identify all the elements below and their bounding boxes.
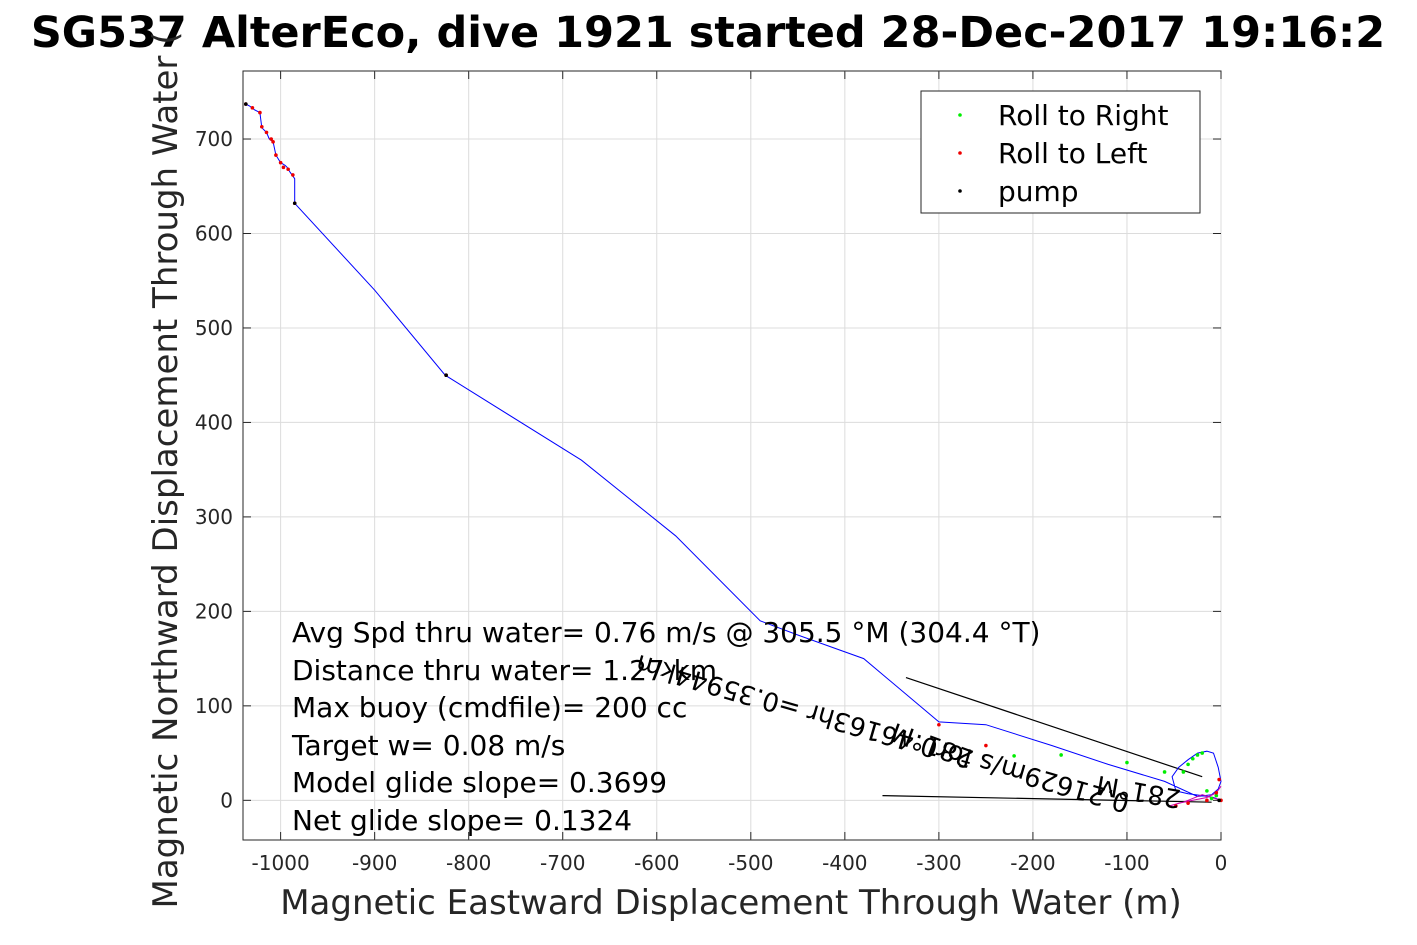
annotations: Avg Spd thru water= 0.76 m/s @ 305.5 °M …: [291, 616, 1040, 837]
marker-roll-to-right: [1059, 753, 1063, 757]
marker-roll-to-right: [1181, 770, 1186, 774]
legend-label-roll-right: Roll to Right: [998, 99, 1169, 132]
legend: Roll to Right Roll to Left pump: [920, 90, 1201, 214]
marker-roll-to-right: [1200, 751, 1204, 755]
x-tick-label: -100: [1104, 851, 1149, 875]
marker-pump: [292, 201, 297, 206]
marker-roll-to-left: [286, 167, 290, 172]
marker-roll-to-right: [1190, 756, 1195, 761]
marker-roll-to-left: [1186, 801, 1190, 805]
x-tick-label: -400: [822, 851, 867, 875]
x-tick-label: 0: [1215, 851, 1228, 875]
legend-box: [920, 90, 1201, 214]
reference-lines: [882, 676, 1212, 803]
y-tick-label: 200: [195, 599, 233, 623]
marker-roll-to-left: [274, 153, 278, 157]
y-tick-label: 400: [195, 410, 233, 434]
y-tick-label: 100: [195, 694, 233, 718]
y-tick-label: 300: [195, 505, 233, 529]
annotation-model-glide: Model glide slope= 0.3699: [292, 766, 667, 799]
x-tick-label: -1000: [252, 851, 310, 875]
marker-roll-to-left: [271, 140, 275, 144]
marker-roll-to-left: [269, 137, 274, 141]
marker-roll-to-right: [1195, 753, 1200, 757]
x-tick-label: -900: [352, 851, 397, 875]
marker-roll-to-left: [264, 130, 269, 135]
legend-marker-roll-left: [958, 151, 962, 155]
y-tick-label: 0: [220, 788, 233, 812]
x-tick-label: -500: [728, 851, 773, 875]
legend-label-roll-left: Roll to Left: [998, 137, 1147, 170]
marker-roll-to-left: [984, 743, 988, 748]
reference-line: [882, 794, 1212, 803]
marker-roll-to-right: [1214, 793, 1219, 798]
marker-roll-to-right: [1205, 789, 1209, 793]
marker-roll-to-right: [1012, 754, 1016, 758]
marker-pump: [1217, 798, 1221, 803]
marker-roll-to-left: [250, 106, 255, 110]
annotation-target-w: Target w= 0.08 m/s: [291, 729, 565, 762]
marker-roll-to-left: [258, 110, 262, 115]
annotation-max-buoy: Max buoy (cmdfile)= 200 cc: [292, 691, 687, 724]
y-axis-label: Magnetic Northward Displacement Through …: [146, 32, 186, 909]
axis-ticks: [243, 71, 1222, 840]
x-tick-label: -300: [916, 851, 961, 875]
y-tick-label: 500: [195, 316, 233, 340]
marker-pump: [244, 102, 248, 106]
y-tick-labels: 0 100 200 300 400 500 600 700: [195, 127, 233, 812]
marker-roll-to-right: [1125, 760, 1129, 765]
marker-roll-to-right: [1186, 762, 1190, 767]
y-tick-label: 600: [195, 221, 233, 245]
annotation-net-glide: Net glide slope= 0.1324: [292, 804, 632, 837]
markers: [244, 102, 1223, 808]
x-tick-label: -700: [540, 851, 585, 875]
marker-roll-to-left: [291, 173, 295, 177]
marker-roll-to-left: [278, 160, 283, 165]
marker-pump: [444, 373, 448, 377]
annotation-distance: Distance thru water= 1.27 km: [292, 654, 717, 687]
marker-roll-to-left: [281, 165, 286, 170]
legend-marker-roll-right: [958, 113, 962, 117]
y-tick-label: 700: [195, 127, 233, 151]
marker-roll-to-left: [1205, 798, 1209, 803]
x-tick-label: -600: [634, 851, 679, 875]
legend-label-pump: pump: [998, 175, 1079, 208]
marker-roll-to-left: [1214, 790, 1219, 795]
x-tick-label: -800: [446, 851, 491, 875]
x-tick-label: -200: [1010, 851, 1055, 875]
marker-roll-to-right: [1209, 796, 1214, 801]
legend-marker-pump: [958, 189, 962, 193]
reference-line: [905, 676, 1203, 778]
chart-title: SG537 AlterEco, dive 1921 started 28-Dec…: [31, 8, 1385, 58]
marker-roll-to-right: [1162, 770, 1167, 774]
marker-roll-to-left: [260, 124, 264, 129]
annotation-avg-speed: Avg Spd thru water= 0.76 m/s @ 305.5 °M …: [292, 616, 1040, 649]
marker-roll-to-left: [937, 722, 941, 727]
x-axis-label: Magnetic Eastward Displacement Through W…: [280, 883, 1182, 923]
track-line: [1169, 785, 1222, 807]
marker-roll-to-left: [1174, 804, 1178, 808]
marker-roll-to-left: [1217, 777, 1221, 782]
x-tick-labels: -1000 -900 -800 -700 -600 -500 -400 -300 -200 -10…: [252, 851, 1228, 875]
